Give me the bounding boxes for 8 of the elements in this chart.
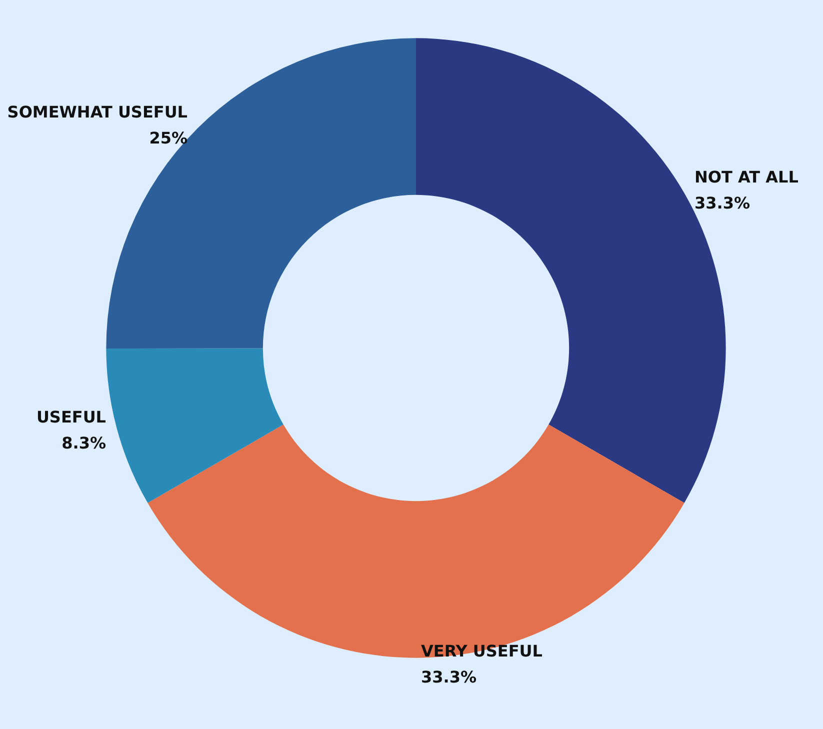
slice-label: SOMEWHAT USEFUL [7, 102, 188, 122]
data-label: 25% [149, 128, 188, 148]
data-label: 33.3% [421, 667, 477, 686]
data-label: 33.3% [694, 194, 750, 213]
slice-label: NOT AT ALL [694, 168, 798, 187]
data-label: 8.3% [62, 433, 106, 452]
slice-label: USEFUL [36, 407, 106, 426]
slice-label: VERY USEFUL [421, 641, 542, 660]
